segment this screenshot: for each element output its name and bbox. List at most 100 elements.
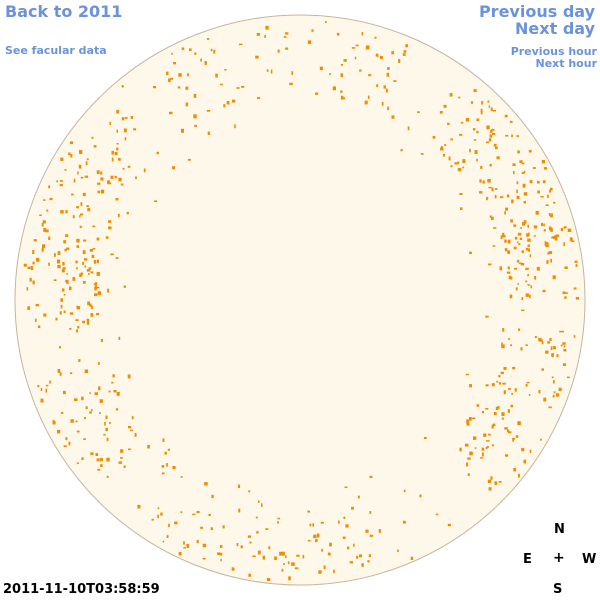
feature-mark xyxy=(68,441,71,446)
feature-mark xyxy=(507,239,511,244)
feature-mark xyxy=(156,151,159,155)
feature-mark xyxy=(65,210,68,214)
feature-mark xyxy=(558,387,562,392)
feature-mark xyxy=(210,527,213,531)
feature-mark xyxy=(285,47,289,50)
back-to-year-link[interactable]: Back to 2011 xyxy=(5,2,123,21)
feature-mark xyxy=(554,235,558,238)
feature-mark xyxy=(563,242,565,247)
feature-mark xyxy=(95,453,99,456)
see-facular-data-link[interactable]: See facular data xyxy=(5,44,107,57)
feature-mark xyxy=(181,128,184,133)
feature-mark xyxy=(550,214,553,218)
feature-mark xyxy=(123,285,126,288)
feature-mark xyxy=(549,189,552,193)
feature-mark xyxy=(523,170,526,174)
feature-mark xyxy=(547,194,549,198)
feature-mark xyxy=(498,382,501,385)
feature-mark xyxy=(32,280,35,285)
feature-mark xyxy=(325,21,327,23)
feature-mark xyxy=(108,226,112,230)
feature-mark xyxy=(202,557,206,560)
feature-mark xyxy=(494,188,498,190)
feature-mark xyxy=(488,138,492,142)
feature-mark xyxy=(556,393,560,397)
feature-mark xyxy=(52,421,56,425)
feature-mark xyxy=(91,254,95,259)
feature-mark xyxy=(469,251,472,255)
feature-mark xyxy=(116,109,120,114)
previous-hour-link[interactable]: Previous hour xyxy=(510,45,597,58)
feature-mark xyxy=(493,227,497,229)
feature-mark xyxy=(488,487,492,491)
feature-mark xyxy=(488,263,492,266)
feature-mark xyxy=(43,228,47,232)
feature-mark xyxy=(548,213,551,216)
feature-mark xyxy=(340,73,344,78)
feature-mark xyxy=(551,376,554,379)
next-day-link[interactable]: Next day xyxy=(515,19,595,38)
feature-mark xyxy=(73,178,76,183)
feature-mark xyxy=(35,257,39,262)
feature-mark xyxy=(83,258,88,261)
feature-mark xyxy=(183,541,185,545)
feature-mark xyxy=(56,180,59,183)
feature-mark xyxy=(202,543,207,548)
feature-mark xyxy=(64,248,67,252)
feature-mark xyxy=(541,341,544,345)
feature-mark xyxy=(565,292,568,294)
feature-mark xyxy=(106,475,109,478)
feature-mark xyxy=(490,107,493,111)
feature-mark xyxy=(467,457,471,460)
previous-day-link[interactable]: Previous day xyxy=(478,2,595,21)
feature-mark xyxy=(76,462,79,465)
feature-mark xyxy=(528,394,531,396)
feature-mark xyxy=(100,338,103,343)
feature-mark xyxy=(120,183,124,186)
feature-mark xyxy=(553,380,555,384)
feature-mark xyxy=(501,344,505,349)
feature-mark xyxy=(323,565,326,569)
feature-mark xyxy=(116,147,119,151)
feature-mark xyxy=(545,242,549,246)
feature-mark xyxy=(387,67,390,70)
feature-mark xyxy=(210,48,213,52)
feature-mark xyxy=(84,175,89,178)
feature-mark xyxy=(495,406,499,410)
feature-mark xyxy=(130,429,133,432)
feature-mark xyxy=(80,272,83,276)
feature-mark xyxy=(238,508,241,513)
feature-mark xyxy=(378,529,381,533)
feature-mark xyxy=(112,374,115,378)
feature-mark xyxy=(27,266,31,269)
compass-west-label: W xyxy=(582,552,597,567)
feature-mark xyxy=(291,562,295,566)
feature-mark xyxy=(211,494,214,499)
feature-mark xyxy=(480,165,483,169)
feature-mark xyxy=(552,346,556,350)
feature-mark xyxy=(368,554,371,558)
feature-mark xyxy=(154,200,158,203)
feature-mark xyxy=(99,399,103,403)
feature-mark xyxy=(223,104,226,108)
feature-mark xyxy=(497,406,500,409)
feature-mark xyxy=(537,190,540,194)
feature-mark xyxy=(368,74,372,77)
feature-mark xyxy=(96,286,100,289)
feature-mark xyxy=(213,49,216,54)
feature-mark xyxy=(91,409,93,412)
feature-mark xyxy=(315,92,319,95)
feature-mark xyxy=(70,372,73,375)
feature-mark xyxy=(92,225,96,228)
feature-mark xyxy=(464,443,469,447)
feature-mark xyxy=(241,85,245,88)
feature-mark xyxy=(329,542,332,547)
feature-mark xyxy=(407,126,410,131)
feature-mark xyxy=(410,556,414,560)
feature-mark xyxy=(474,447,477,449)
feature-mark xyxy=(319,66,323,71)
feature-mark xyxy=(458,96,461,99)
feature-mark xyxy=(538,337,542,342)
feature-mark xyxy=(177,86,181,89)
next-hour-link[interactable]: Next hour xyxy=(535,57,598,70)
